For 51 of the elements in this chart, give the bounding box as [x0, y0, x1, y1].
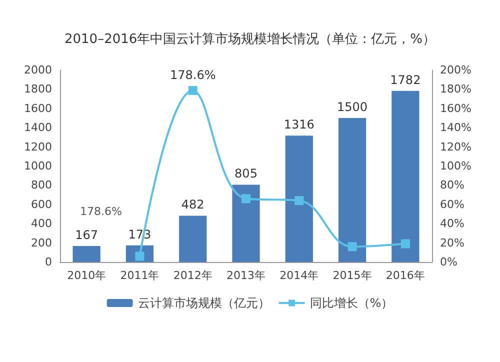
y2-tick-label: 160% [440, 102, 472, 115]
y-tick-label: 2000 [24, 64, 52, 76]
point [188, 86, 198, 96]
legend-label: 同比增长（%） [310, 296, 394, 310]
data-label: 805 [234, 166, 258, 181]
y-tick-label: 1000 [24, 160, 52, 172]
y-tick-label: 0 [45, 256, 52, 268]
x-tick-label: 2016年 [386, 269, 425, 282]
x-tick-label: 2011年 [120, 269, 160, 282]
x-tick-label: 2015年 [332, 269, 372, 282]
chart-title: 2010–2016年中国云计算市场规模增长情况（单位：亿元，%） [64, 32, 436, 47]
x-tick-label: 2010年 [67, 269, 106, 282]
x-tick-label: 2012年 [173, 269, 212, 282]
data-label: 167 [75, 228, 98, 242]
point [294, 196, 304, 206]
y2-tick-label: 60% [440, 198, 464, 211]
annotation: 178.6% [80, 205, 122, 218]
y-tick-label: 400 [31, 217, 52, 230]
y2-tick-label: 180% [440, 82, 472, 96]
y2-tick-label: 0% [440, 256, 458, 268]
y-tick-label: 1200 [24, 140, 52, 154]
y2-tick-label: 140% [440, 121, 472, 134]
data-label: 178.6% [170, 68, 216, 82]
data-label: 1500 [337, 100, 368, 114]
bar [232, 184, 260, 262]
y-tick-label: 1400 [24, 121, 52, 134]
y2-tick-label: 40% [440, 217, 464, 230]
data-label: 1316 [284, 118, 314, 132]
point [400, 239, 410, 248]
point [348, 242, 357, 252]
y2-tick-label: 80% [440, 178, 464, 192]
bar [179, 216, 207, 262]
y-tick-label: 1600 [24, 102, 52, 115]
legend-label: 云计算市场规模（亿元） [138, 296, 270, 310]
y2-tick-label: 120% [440, 140, 472, 154]
point [242, 194, 250, 204]
bar [338, 118, 366, 262]
y-tick-label: 1800 [24, 82, 52, 96]
y2-tick-label: 20% [440, 236, 464, 250]
x-tick-label: 2013年 [226, 269, 266, 282]
y-tick-label: 600 [31, 198, 52, 211]
bar [72, 246, 100, 262]
data-label: 482 [181, 198, 204, 212]
bar [392, 90, 420, 262]
y-tick-label: 200 [31, 236, 52, 250]
y-tick-label: 800 [31, 178, 52, 192]
data-label: 1782 [390, 72, 421, 87]
x-tick-label: 2014年 [280, 269, 319, 282]
bar [285, 136, 313, 262]
y2-tick-label: 100% [440, 160, 472, 172]
y2-tick-label: 200% [440, 64, 472, 76]
